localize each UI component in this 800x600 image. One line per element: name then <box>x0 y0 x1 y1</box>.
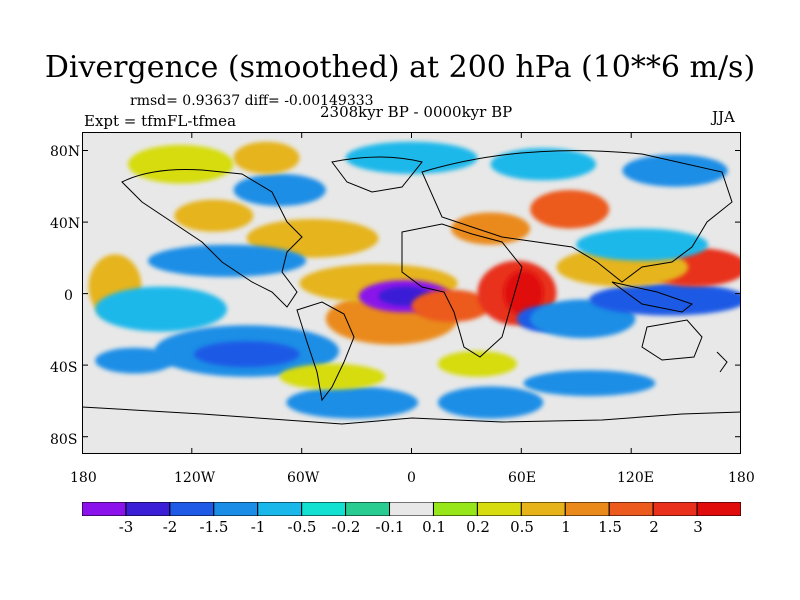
divergence-blob <box>437 386 544 419</box>
divergence-blob <box>95 286 227 332</box>
divergence-field <box>88 141 741 419</box>
colorbar-swatch <box>257 502 303 516</box>
colorbar-swatch <box>696 502 741 516</box>
lat-label-0: 0 <box>64 288 73 304</box>
colorbar-swatch <box>213 502 259 516</box>
colorbar <box>82 502 741 516</box>
lat-label-40s: 40S <box>50 360 78 376</box>
colorbar-label: -0.1 <box>375 518 405 536</box>
colorbar-label: 0.2 <box>466 518 490 536</box>
divergence-blob <box>576 228 708 261</box>
lon-label-180w: 180 <box>70 470 97 486</box>
colorbar-label: 0.1 <box>422 518 446 536</box>
colorbar-swatch <box>345 502 391 516</box>
lon-label-60e: 60E <box>508 470 537 486</box>
divergence-blob <box>490 148 596 181</box>
lat-label-80n: 80N <box>50 144 81 160</box>
colorbar-swatch <box>301 502 347 516</box>
experiment-label: Expt = tfmFL-tfmea <box>84 112 237 130</box>
divergence-blob <box>128 144 234 184</box>
colorbar-label: -1 <box>250 518 266 536</box>
period-label: 2308kyr BP - 0000kyr BP <box>320 103 513 121</box>
colorbar-swatch <box>125 502 171 516</box>
lon-label-120w: 120W <box>174 470 216 486</box>
colorbar-swatch <box>389 502 434 516</box>
lon-label-180e: 180 <box>728 470 755 486</box>
lon-label-0: 0 <box>407 470 416 486</box>
divergence-blob <box>233 141 300 174</box>
colorbar-label: -1.5 <box>199 518 229 536</box>
divergence-blob <box>437 350 517 377</box>
coastlines <box>82 150 741 425</box>
colorbar-label: -2 <box>162 518 178 536</box>
season-label: JJA <box>712 108 735 126</box>
colorbar-label: 2 <box>649 518 659 536</box>
divergence-blob <box>530 190 610 229</box>
divergence-map <box>82 132 741 454</box>
divergence-blob <box>451 212 531 245</box>
divergence-blob <box>523 370 656 397</box>
lon-label-120e: 120E <box>617 470 654 486</box>
divergence-blob <box>194 341 300 368</box>
divergence-blob <box>279 363 386 390</box>
colorbar-label: 1 <box>561 518 571 536</box>
divergence-blob <box>589 283 741 316</box>
axis-ticks <box>82 132 741 454</box>
colorbar-swatch <box>82 502 127 516</box>
colorbar-label: -0.2 <box>331 518 361 536</box>
colorbar-label: 0.5 <box>510 518 534 536</box>
colorbar-swatch <box>476 502 522 516</box>
colorbar-swatch <box>652 502 698 516</box>
divergence-blob <box>622 154 728 187</box>
colorbar-label: -3 <box>118 518 134 536</box>
colorbar-swatch <box>564 502 610 516</box>
colorbar-swatch <box>169 502 215 516</box>
lat-label-40n: 40N <box>50 216 81 232</box>
colorbar-label: 1.5 <box>598 518 622 536</box>
divergence-blob <box>174 199 254 232</box>
divergence-blob <box>95 347 175 374</box>
stats-text: rmsd= 0.93637 diff= -0.00149333 <box>130 93 374 109</box>
plot-title: Divergence (smoothed) at 200 hPa (10**6 … <box>44 50 756 85</box>
colorbar-swatch <box>432 502 478 516</box>
lat-label-80s: 80S <box>50 432 78 448</box>
divergence-blob <box>503 270 544 316</box>
divergence-blob <box>147 244 307 277</box>
colorbar-label: -0.5 <box>287 518 317 536</box>
divergence-blob <box>233 173 326 207</box>
divergence-blob <box>246 219 379 258</box>
divergence-blob <box>286 386 419 419</box>
colorbar-label: 3 <box>693 518 703 536</box>
lon-label-60w: 60W <box>287 470 320 486</box>
colorbar-swatch <box>520 502 566 516</box>
colorbar-swatch <box>608 502 654 516</box>
